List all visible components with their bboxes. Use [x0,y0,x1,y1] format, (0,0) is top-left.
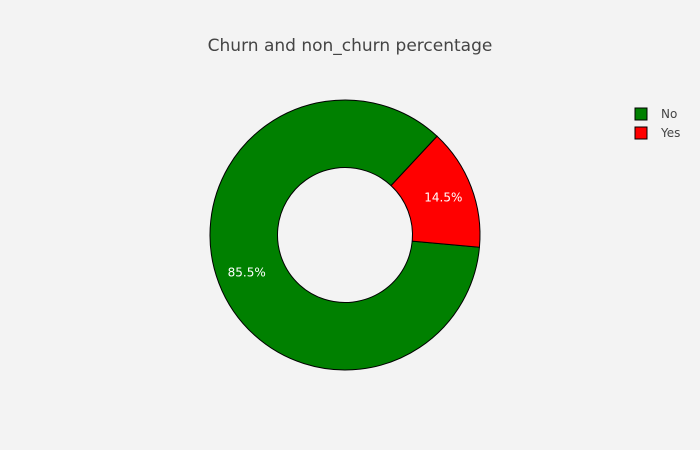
donut-slice-labels: 85.5% 14.5% [228,190,463,279]
legend-item-yes[interactable]: Yes [634,126,680,140]
legend-label-yes: Yes [660,126,680,140]
legend-label-no: No [661,107,677,121]
chart-title: Churn and non_churn percentage [208,36,493,56]
legend-swatch-no [634,107,648,121]
slice-label-no: 85.5% [228,266,266,280]
donut-slices [209,99,481,371]
donut-slice-yes[interactable] [390,135,481,248]
slice-label-yes: 14.5% [424,190,462,204]
legend-swatch-yes [634,126,648,140]
donut-slice-no[interactable] [209,99,480,371]
legend-item-no[interactable]: No [634,107,677,121]
chart-legend[interactable]: No Yes [634,107,680,140]
